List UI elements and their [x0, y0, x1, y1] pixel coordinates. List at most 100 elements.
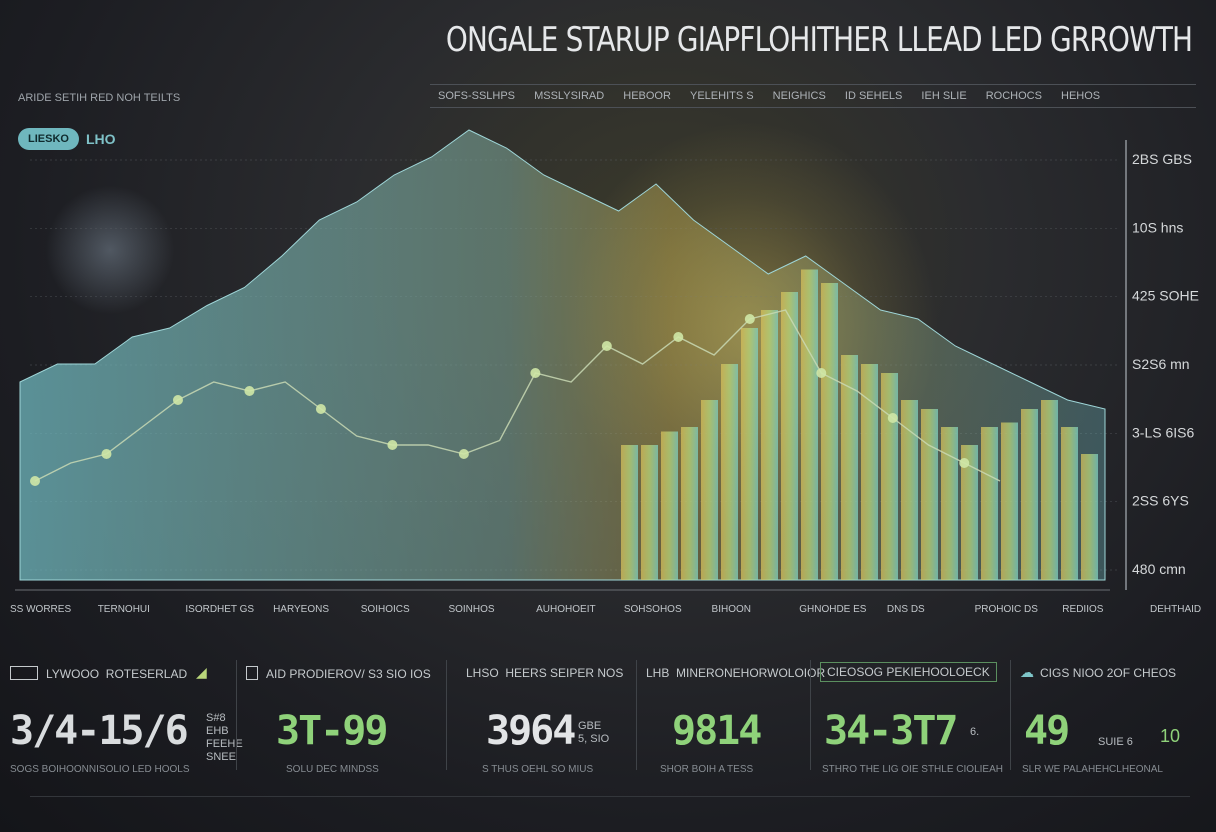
stat-unit: S#8 EHB FEEHE SNEE [206, 712, 243, 764]
stat-card[interactable]: ☁ CIGS NIOO 2OF CHEOS 49 SUIE 6 10 SLR W… [1010, 652, 1206, 778]
footer-divider [30, 796, 1190, 797]
stat-row: LYWOOO ROTESERLAD ◢ 3/4-15/6 S#8 EHB FEE… [0, 652, 1216, 782]
data-point [959, 458, 970, 468]
stat-footnote: STHRO THE LIG OIE STHLE CIOLIEAH [822, 764, 1003, 775]
x-tick-label: SS WORRES [10, 604, 71, 615]
data-point [101, 449, 112, 459]
bar [1061, 427, 1078, 580]
y-tick-label: 3-LS 6IS6 [1132, 424, 1194, 440]
stat-card-subtitle: PEKIEHOOLOECK [886, 665, 990, 679]
header-strip-item: ROCHOCS [985, 90, 1042, 102]
stat-unit-line: 5, SIO [578, 733, 610, 745]
card-divider [1010, 660, 1011, 770]
stat-card-title-text: LHSO [466, 666, 499, 680]
bar [861, 364, 878, 580]
data-point [244, 386, 255, 396]
stat-unit-line: SNEE [206, 751, 236, 763]
bar [1001, 422, 1018, 580]
data-point [673, 332, 684, 342]
bar [921, 409, 938, 580]
legend-pill[interactable]: LIESKO [18, 128, 79, 150]
bar [801, 269, 818, 580]
stat-card-subtitle: MINERONEHORWOLOIOR [676, 666, 826, 680]
header-strip-item: ID SEHELS [844, 90, 903, 102]
header-strip-item: YELEHITS S [690, 90, 754, 102]
data-point [315, 404, 326, 414]
stat-value: 3964 [486, 708, 576, 754]
x-tick-label: REDIIOS [1062, 604, 1103, 615]
data-point [530, 368, 541, 378]
bar [761, 310, 778, 580]
y-tick-label: 425 SOHE [1132, 288, 1199, 304]
card-divider [636, 660, 637, 770]
data-point [887, 413, 898, 423]
stat-card-title-text: LHB [646, 666, 670, 680]
stat-card-title: AID PRODIEROV/ S3 SIO IOS [246, 666, 431, 681]
x-tick-label: DEHTHAID [1150, 604, 1201, 615]
stat-unit-line: SUIE 6 [1098, 736, 1133, 748]
stat-unit: 10 [1160, 726, 1181, 746]
stat-card[interactable]: LHB MINERONEHORWOLOIOR 9814 SHOR BOIH A … [636, 652, 825, 778]
stat-unit: GBE 5, SIO [578, 720, 609, 746]
stat-card[interactable]: CIEOSOG PEKIEHOOLOECK 34-3T7 6. STHRO TH… [810, 652, 1006, 778]
stat-card-title: CIEOSOG PEKIEHOOLOECK [820, 662, 997, 682]
x-tick-label: DNS DS [887, 604, 925, 615]
stat-card[interactable]: AID PRODIEROV/ S3 SIO IOS 3T-99 SOLU DEC… [236, 652, 442, 778]
stat-value: 34-3T7 [824, 708, 958, 754]
stat-footnote: SHOR BOIH A TESS [660, 764, 754, 775]
stat-value: 3/4-15/6 [10, 708, 189, 754]
leaf-icon: ◢ [196, 664, 207, 680]
stat-card[interactable]: LYWOOO ROTESERLAD ◢ 3/4-15/6 S#8 EHB FEE… [0, 652, 243, 778]
bar [961, 445, 978, 580]
data-point [172, 395, 183, 405]
stat-card-subtitle: HEERS SEIPER NOS [505, 666, 624, 680]
stat-unit-line: S#8 [206, 712, 226, 724]
stat-card-subtitle: PRODIEROV/ S3 SIO IOS [289, 667, 431, 681]
bar [661, 431, 678, 580]
stat-card-subtitle: ROTESERLAD [105, 667, 188, 681]
card-divider [810, 660, 811, 770]
bar [641, 445, 658, 580]
header-strip-item: NEIGHICS [772, 90, 826, 102]
y-tick-label: S2S6 mn [1132, 356, 1190, 372]
bar [881, 373, 898, 580]
stat-card[interactable]: LHSO HEERS SEIPER NOS 3964 GBE 5, SIO S … [446, 652, 632, 778]
stat-footnote: SOGS BOIHOONNISOLIO LED HOOLS [10, 764, 190, 775]
bar [981, 427, 998, 580]
bar [681, 427, 698, 580]
chart: 2BS GBS 10S hns 425 SOHE S2S6 mn 3-LS 6IS6 2S… [10, 129, 1201, 615]
stat-card-title-text: LYWOOO [46, 667, 100, 681]
data-point [601, 341, 612, 351]
x-tick-label: GHNOHDE ES [799, 604, 867, 615]
x-tick-label: SOINHOS [448, 604, 494, 615]
stat-footnote: S THUS OEHL SO MIUS [482, 764, 594, 775]
bar [781, 292, 798, 580]
card-divider [236, 660, 237, 770]
x-tick-label: SOHSOHOS [624, 604, 682, 615]
x-tick-label: HARYEONS [273, 604, 329, 615]
header-strip-item: IEH SLIE [921, 90, 967, 102]
y-tick-label: 10S hns [1132, 219, 1183, 235]
stat-unit-line: 10 [1160, 726, 1181, 746]
y-tick-label: 480 cmn [1132, 561, 1186, 577]
header-strip: SOFS-SSLHPS MSSLYSIRAD HEBOOR YELEHITS S… [430, 84, 1196, 108]
stat-value: 3T-99 [276, 708, 388, 754]
data-point [387, 440, 398, 450]
stat-unit: 6. [970, 726, 979, 739]
x-tick-label: ISORDHET GS [185, 604, 254, 615]
stat-unit-line: 6. [970, 726, 980, 738]
stat-unit-line: FEEHE [206, 738, 243, 750]
bar [941, 427, 958, 580]
stat-card-title: LHSO HEERS SEIPER NOS [466, 666, 623, 680]
stat-unit-line: EHB [206, 725, 229, 737]
header-strip-item: MSSLYSIRAD [534, 90, 605, 102]
data-point [30, 476, 40, 486]
bar [1041, 400, 1058, 580]
bar [1081, 454, 1098, 580]
bar [721, 364, 738, 580]
bar [901, 400, 918, 580]
square-icon [10, 666, 38, 680]
header-strip-item: HEBOOR [623, 90, 671, 102]
square-icon [246, 666, 258, 680]
stat-unit: SUIE 6 [1098, 736, 1133, 749]
